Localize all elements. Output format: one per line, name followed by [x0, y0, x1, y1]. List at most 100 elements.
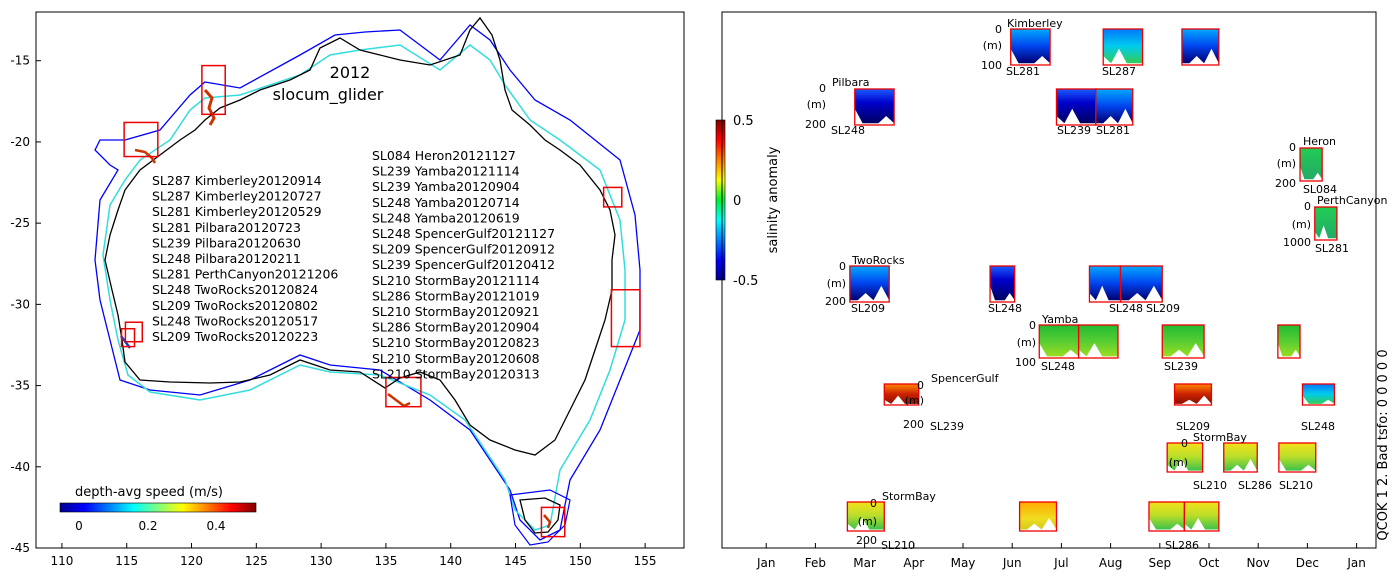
legend-entry: SL210 StormBay20120823 — [372, 335, 540, 350]
panel-frame — [1277, 324, 1301, 359]
glider-id-label: SL209 — [1146, 302, 1180, 315]
legend-entry: SL209 SpencerGulf20120912 — [372, 242, 555, 257]
depth-tick-label: (m) — [1292, 218, 1311, 231]
panel-fill — [847, 502, 885, 530]
panel-fill — [1277, 325, 1301, 357]
glider-id-label: SL248 — [1041, 360, 1075, 373]
panel-fill — [884, 384, 919, 404]
depth-tick-label: (m) — [905, 394, 924, 407]
section-panel — [1183, 501, 1220, 532]
timeline-panel: Jan Feb Mar Apr May Jun Jul Aug Sep Oct Nov Dec Jan … — [721, 11, 1391, 570]
glider-id-label: SL210 — [881, 539, 915, 552]
legend-entry: SL287 Kimberley20120727 — [152, 189, 322, 204]
panel-fill — [1184, 502, 1219, 530]
section-panel — [1223, 442, 1258, 473]
contour-deep — [94, 24, 641, 541]
section-panel — [1277, 324, 1301, 359]
glider-id-label: SL248 — [831, 124, 865, 137]
section-panel — [1314, 206, 1338, 241]
speed-tick-0-4: 0.4 — [206, 519, 225, 533]
glider-id-label: SL210 — [1193, 479, 1227, 492]
legend-entry: SL239 SpencerGulf20120412 — [372, 257, 555, 272]
glider-id-label: SL209 — [1176, 420, 1210, 433]
map-ytick-label: -15 — [10, 54, 30, 68]
glider-id-label: SL239 — [1057, 124, 1091, 137]
month-tick-label: Jan — [756, 556, 776, 570]
qc-side-label: QCOK 1 2. Bad tsfo: 0 0 0 0 0 — [1376, 349, 1391, 540]
panel-frame — [1183, 501, 1220, 532]
depth-tick-label: 0 — [819, 82, 826, 95]
salinity-colorbar-bar — [715, 119, 726, 281]
month-tick-label: Mar — [853, 556, 876, 570]
panel-frame — [1119, 265, 1163, 303]
group-labels: Kimberley 0 (m) 100 SL281 SL287 Pilbara 0 (m) 200… — [805, 17, 1387, 552]
map-y-axis: -15 -20 -25 -30 -35 -40 -45 — [10, 54, 41, 555]
section-panel — [1018, 501, 1058, 532]
site-label: Heron — [1303, 135, 1336, 148]
legend-entry: SL248 TwoRocks20120824 — [152, 282, 318, 297]
section-panel — [1173, 383, 1213, 406]
section-panel — [883, 383, 920, 406]
panel-frame — [1278, 442, 1317, 473]
map-ytick-label: -20 — [10, 135, 30, 149]
section-panel — [1299, 147, 1323, 182]
site-label: StormBay — [1193, 431, 1247, 444]
glider-id-label: SL210 — [1279, 479, 1313, 492]
speed-tick-0: 0 — [75, 519, 83, 533]
panel-fill — [1089, 266, 1122, 301]
region-box-perthcanyon — [120, 327, 136, 348]
legend-entry: SL210 StormBay20120921 — [372, 304, 540, 319]
panel-fill — [854, 89, 895, 124]
track-kimberley — [203, 89, 216, 126]
depth-tick-label: 100 — [1015, 356, 1036, 369]
section-panel — [1010, 28, 1051, 66]
panel-frame — [1010, 28, 1051, 66]
legend-entry: SL287 Kimberley20120914 — [152, 173, 322, 188]
map-contours — [94, 16, 641, 546]
depth-tick-label: (m) — [807, 98, 826, 111]
panel-fill — [1103, 29, 1143, 64]
panel-fill — [1300, 148, 1323, 180]
region-boxes — [120, 64, 641, 538]
salinity-tick-mid: 0 — [733, 194, 741, 209]
region-box-spencergulf — [385, 376, 422, 408]
map-xtick-label: 155 — [634, 554, 657, 568]
site-label: Pilbara — [832, 76, 870, 89]
map-xtick-label: 120 — [180, 554, 203, 568]
section-panel — [1088, 265, 1123, 303]
glider-id-label: SL287 — [1102, 65, 1136, 78]
legend-entry: SL248 TwoRocks20120517 — [152, 313, 318, 328]
glider-id-label: SL281 — [1315, 242, 1349, 255]
panel-fill — [990, 266, 1015, 301]
panel-fill — [1302, 384, 1335, 404]
glider-id-label: SL286 — [1165, 539, 1199, 552]
legend-entry: SL281 Kimberley20120529 — [152, 204, 322, 219]
panel-fill — [1314, 207, 1337, 239]
glider-id-label: SL248 — [1301, 420, 1335, 433]
map-panel: 110 115 120 125 130 135 140 145 150 155 -15 -20 -25… — [10, 11, 685, 568]
section-panel — [1181, 28, 1220, 66]
month-tick-label: Jul — [1053, 556, 1068, 570]
legend-entry: SL248 Yamba20120619 — [372, 210, 520, 225]
map-xtick-label: 140 — [439, 554, 462, 568]
glider-id-label: SL209 — [851, 302, 885, 315]
panel-frame — [1102, 28, 1144, 66]
map-title: 2012 — [330, 63, 371, 82]
depth-tick-label: 1000 — [1283, 236, 1311, 249]
legend-entry: SL239 Yamba20120904 — [372, 179, 520, 194]
panel-fill — [1181, 29, 1219, 64]
legend-entry: SL239 Pilbara20120630 — [152, 235, 301, 250]
legend-entry: SL210 StormBay20121114 — [372, 273, 540, 288]
map-ytick-label: -35 — [10, 379, 30, 393]
depth-tick-label: 200 — [903, 418, 924, 431]
panel-frame — [1077, 324, 1119, 359]
panel-frame — [1018, 501, 1058, 532]
depth-tick-label: 200 — [805, 118, 826, 131]
map-xtick-label: 145 — [504, 554, 527, 568]
section-panel — [1038, 324, 1080, 359]
speed-tick-0-2: 0.2 — [138, 519, 157, 533]
month-tick-label: Jun — [1002, 556, 1022, 570]
region-box-kimberley — [201, 64, 226, 116]
section-panel — [1077, 324, 1119, 359]
